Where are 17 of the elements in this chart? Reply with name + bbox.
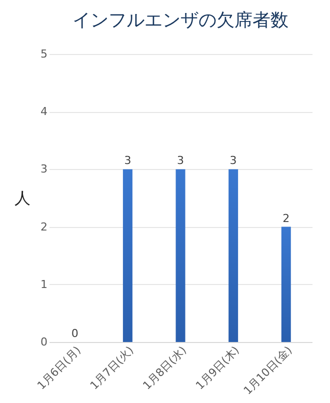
data-label: 3 [177, 154, 184, 168]
x-tick-label: 1月9日(木) [193, 344, 242, 392]
chart-title: インフルエンザの欠席者数 [72, 10, 288, 31]
data-label: 0 [71, 327, 78, 340]
y-tick-label: 5 [40, 48, 48, 60]
data-label: 3 [230, 154, 237, 168]
y-tick-label: 3 [40, 162, 48, 176]
y-tick-label: 1 [40, 278, 48, 291]
x-tick-label: 1月8日(水) [140, 344, 189, 392]
x-tick-label: 1月7日(火) [88, 344, 136, 392]
data-label: 2 [282, 212, 290, 225]
data-label: 3 [124, 154, 132, 168]
y-tick-label: 4 [40, 105, 48, 118]
y-axis-title: 人 [14, 188, 30, 208]
x-tick-label: 1月10日(金) [241, 344, 295, 398]
y-tick-label: 2 [40, 220, 48, 234]
y-tick-label: 0 [40, 336, 48, 348]
